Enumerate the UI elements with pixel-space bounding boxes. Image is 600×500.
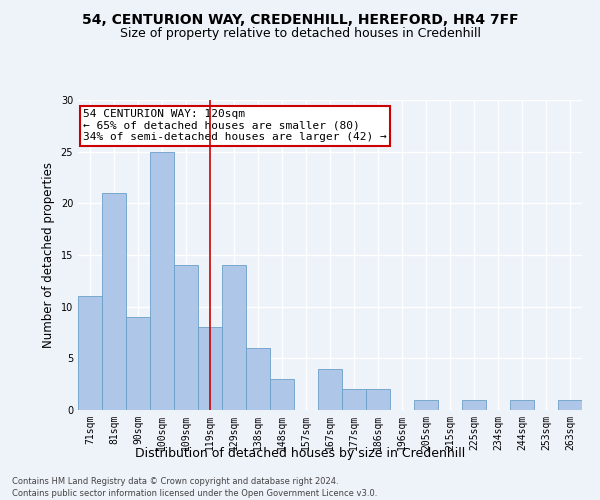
Bar <box>510 400 534 410</box>
Text: 54 CENTURION WAY: 120sqm
← 65% of detached houses are smaller (80)
34% of semi-d: 54 CENTURION WAY: 120sqm ← 65% of detach… <box>83 110 387 142</box>
Bar <box>342 390 366 410</box>
Text: Size of property relative to detached houses in Credenhill: Size of property relative to detached ho… <box>119 28 481 40</box>
Bar <box>462 400 486 410</box>
Bar <box>78 296 102 410</box>
Bar <box>126 317 150 410</box>
Bar <box>318 368 342 410</box>
Y-axis label: Number of detached properties: Number of detached properties <box>42 162 55 348</box>
Bar <box>174 266 198 410</box>
Text: Contains HM Land Registry data © Crown copyright and database right 2024.: Contains HM Land Registry data © Crown c… <box>12 478 338 486</box>
Text: 54, CENTURION WAY, CREDENHILL, HEREFORD, HR4 7FF: 54, CENTURION WAY, CREDENHILL, HEREFORD,… <box>82 12 518 26</box>
Bar <box>558 400 582 410</box>
Bar <box>414 400 438 410</box>
Bar <box>198 328 222 410</box>
Bar <box>366 390 390 410</box>
Bar <box>270 379 294 410</box>
Bar <box>222 266 246 410</box>
Bar <box>102 193 126 410</box>
Bar <box>150 152 174 410</box>
Text: Distribution of detached houses by size in Credenhill: Distribution of detached houses by size … <box>135 448 465 460</box>
Bar <box>246 348 270 410</box>
Text: Contains public sector information licensed under the Open Government Licence v3: Contains public sector information licen… <box>12 489 377 498</box>
